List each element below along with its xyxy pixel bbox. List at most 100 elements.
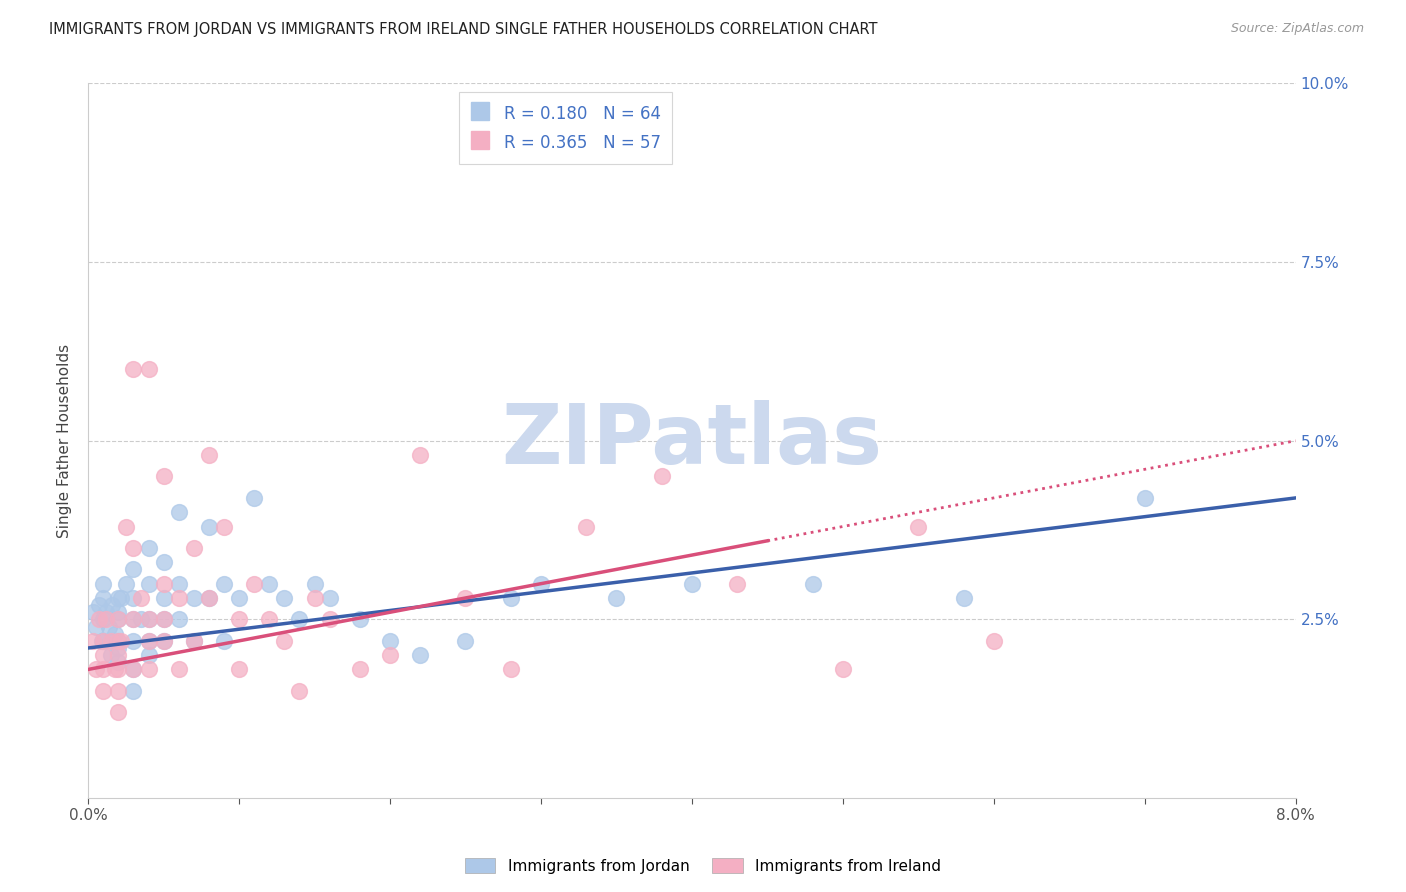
Point: [96, 612, 118, 626]
Point: [84, 619, 107, 633]
Point: [104, 662, 127, 676]
Point: [152, 633, 174, 648]
Point: [454, 591, 477, 605]
Point: [91, 612, 114, 626]
Point: [107, 640, 129, 655]
Point: [167, 591, 190, 605]
Point: [107, 633, 129, 648]
Point: [115, 519, 138, 533]
Point: [107, 655, 129, 669]
Point: [349, 662, 371, 676]
Point: [82, 605, 104, 619]
Point: [198, 591, 221, 605]
Point: [198, 448, 221, 462]
Point: [259, 576, 281, 591]
Point: [107, 633, 129, 648]
Point: [243, 491, 266, 505]
Point: [212, 519, 235, 533]
Point: [90, 633, 112, 648]
Point: [138, 576, 160, 591]
Point: [681, 576, 703, 591]
Point: [831, 662, 853, 676]
Point: [84, 662, 107, 676]
Point: [122, 591, 145, 605]
Point: [183, 633, 205, 648]
Point: [122, 612, 145, 626]
Point: [212, 633, 235, 648]
Point: [198, 591, 221, 605]
Point: [122, 541, 145, 555]
Point: [100, 633, 122, 648]
Point: [575, 519, 598, 533]
Point: [122, 633, 145, 648]
Point: [907, 519, 929, 533]
Point: [167, 612, 190, 626]
Point: [152, 555, 174, 569]
Point: [138, 662, 160, 676]
Point: [801, 576, 824, 591]
Point: [243, 576, 266, 591]
Point: [122, 662, 145, 676]
Point: [107, 605, 129, 619]
Point: [198, 519, 221, 533]
Point: [82, 633, 104, 648]
Point: [228, 591, 250, 605]
Point: [378, 633, 401, 648]
Point: [107, 612, 129, 626]
Point: [91, 633, 114, 648]
Point: [122, 562, 145, 576]
Point: [152, 612, 174, 626]
Y-axis label: Single Father Households: Single Father Households: [58, 343, 72, 538]
Point: [122, 612, 145, 626]
Point: [152, 591, 174, 605]
Point: [91, 576, 114, 591]
Point: [122, 362, 145, 376]
Point: [409, 448, 432, 462]
Point: [152, 633, 174, 648]
Point: [304, 591, 326, 605]
Point: [138, 541, 160, 555]
Point: [107, 662, 129, 676]
Point: [183, 541, 205, 555]
Point: [499, 591, 522, 605]
Text: Source: ZipAtlas.com: Source: ZipAtlas.com: [1230, 22, 1364, 36]
Point: [129, 612, 152, 626]
Point: [104, 626, 127, 640]
Point: [304, 576, 326, 591]
Point: [138, 362, 160, 376]
Point: [96, 605, 118, 619]
Point: [318, 591, 340, 605]
Point: [530, 576, 553, 591]
Point: [167, 662, 190, 676]
Point: [115, 576, 138, 591]
Point: [1133, 491, 1156, 505]
Point: [138, 612, 160, 626]
Point: [101, 598, 124, 612]
Point: [651, 469, 673, 483]
Point: [152, 612, 174, 626]
Point: [288, 612, 311, 626]
Point: [107, 612, 129, 626]
Point: [152, 576, 174, 591]
Point: [87, 598, 110, 612]
Point: [288, 684, 311, 698]
Point: [107, 684, 129, 698]
Point: [409, 648, 432, 662]
Point: [107, 706, 129, 720]
Point: [107, 591, 129, 605]
Point: [98, 619, 121, 633]
Point: [259, 612, 281, 626]
Point: [91, 684, 114, 698]
Point: [183, 591, 205, 605]
Point: [605, 591, 627, 605]
Point: [91, 633, 114, 648]
Point: [167, 576, 190, 591]
Point: [100, 648, 122, 662]
Point: [983, 633, 1005, 648]
Point: [122, 662, 145, 676]
Point: [91, 662, 114, 676]
Point: [107, 648, 129, 662]
Point: [212, 576, 235, 591]
Point: [122, 684, 145, 698]
Point: [152, 469, 174, 483]
